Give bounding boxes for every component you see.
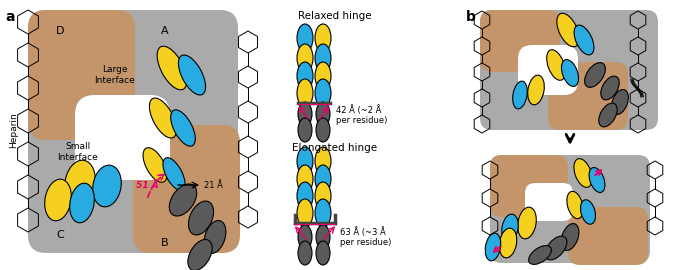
Text: a: a [5,10,14,24]
Ellipse shape [297,62,313,90]
Ellipse shape [204,221,226,254]
Ellipse shape [297,182,313,210]
Ellipse shape [297,199,313,227]
Ellipse shape [562,60,579,86]
Ellipse shape [297,147,313,175]
Ellipse shape [315,62,331,90]
FancyBboxPatch shape [568,207,648,265]
FancyBboxPatch shape [548,62,628,130]
FancyBboxPatch shape [525,183,573,221]
Ellipse shape [512,81,527,109]
Ellipse shape [527,75,545,105]
Ellipse shape [169,184,197,216]
Ellipse shape [557,13,579,47]
Ellipse shape [574,159,592,187]
Text: C: C [56,230,64,240]
Ellipse shape [601,76,619,100]
Ellipse shape [70,183,95,223]
Text: Heparin: Heparin [10,112,18,148]
Text: D: D [55,26,64,36]
Ellipse shape [297,79,313,107]
Ellipse shape [574,25,594,55]
Ellipse shape [501,214,519,242]
Ellipse shape [298,241,312,265]
Text: b: b [466,10,476,24]
Text: 42 Å (~2 Å
per residue): 42 Å (~2 Å per residue) [336,105,388,125]
Ellipse shape [547,50,565,80]
Ellipse shape [545,236,567,260]
Ellipse shape [567,191,583,219]
Ellipse shape [157,46,187,90]
Ellipse shape [315,44,331,72]
Ellipse shape [45,179,71,221]
Ellipse shape [315,147,331,175]
Ellipse shape [499,228,516,258]
Text: Large
Interface: Large Interface [95,65,136,85]
FancyBboxPatch shape [480,10,560,72]
Ellipse shape [518,207,536,239]
Ellipse shape [612,90,628,114]
Text: 63 Å (~3 Å
per residue): 63 Å (~3 Å per residue) [340,227,391,247]
Ellipse shape [315,24,331,52]
Ellipse shape [163,158,185,190]
Ellipse shape [584,63,606,87]
Ellipse shape [188,239,212,270]
Ellipse shape [188,201,214,235]
Ellipse shape [316,118,330,142]
Ellipse shape [297,44,313,72]
Text: 21 Å: 21 Å [204,181,223,190]
Ellipse shape [64,160,95,206]
Ellipse shape [529,246,551,264]
Ellipse shape [315,199,331,227]
Ellipse shape [580,200,595,224]
Ellipse shape [599,103,617,127]
Ellipse shape [143,148,167,182]
FancyBboxPatch shape [490,155,650,263]
Text: Relaxed hinge: Relaxed hinge [298,11,372,21]
Text: Small
Interface: Small Interface [58,142,99,162]
FancyBboxPatch shape [480,10,658,130]
Ellipse shape [92,165,121,207]
Ellipse shape [298,225,312,249]
Text: 51 Å: 51 Å [136,181,159,190]
Ellipse shape [316,241,330,265]
Text: A: A [161,26,169,36]
Ellipse shape [316,102,330,126]
FancyBboxPatch shape [28,10,135,140]
Ellipse shape [315,182,331,210]
Ellipse shape [171,110,195,146]
Ellipse shape [315,165,331,193]
FancyBboxPatch shape [28,10,238,253]
Ellipse shape [178,55,205,95]
Ellipse shape [298,102,312,126]
Ellipse shape [149,98,177,138]
Ellipse shape [298,118,312,142]
FancyBboxPatch shape [490,155,568,217]
Ellipse shape [297,165,313,193]
Ellipse shape [589,168,605,193]
Ellipse shape [315,79,331,107]
Ellipse shape [297,24,313,52]
Ellipse shape [316,225,330,249]
Ellipse shape [561,224,579,251]
FancyBboxPatch shape [133,125,240,253]
Text: Elongated hinge: Elongated hinge [292,143,377,153]
FancyBboxPatch shape [518,45,578,95]
Text: B: B [161,238,169,248]
Ellipse shape [485,233,501,261]
FancyBboxPatch shape [75,95,170,180]
